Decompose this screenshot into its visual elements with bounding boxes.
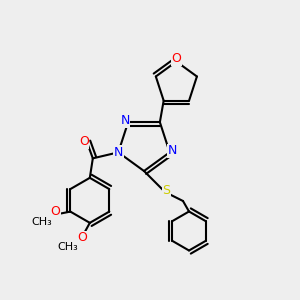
Text: S: S — [163, 184, 170, 197]
Text: N: N — [120, 114, 130, 127]
Text: O: O — [79, 135, 89, 148]
Text: CH₃: CH₃ — [57, 242, 78, 252]
Text: O: O — [171, 52, 181, 65]
Text: N: N — [168, 144, 177, 157]
Text: O: O — [50, 205, 60, 218]
Text: N: N — [114, 146, 123, 159]
Text: O: O — [77, 231, 87, 244]
Text: CH₃: CH₃ — [32, 217, 52, 227]
